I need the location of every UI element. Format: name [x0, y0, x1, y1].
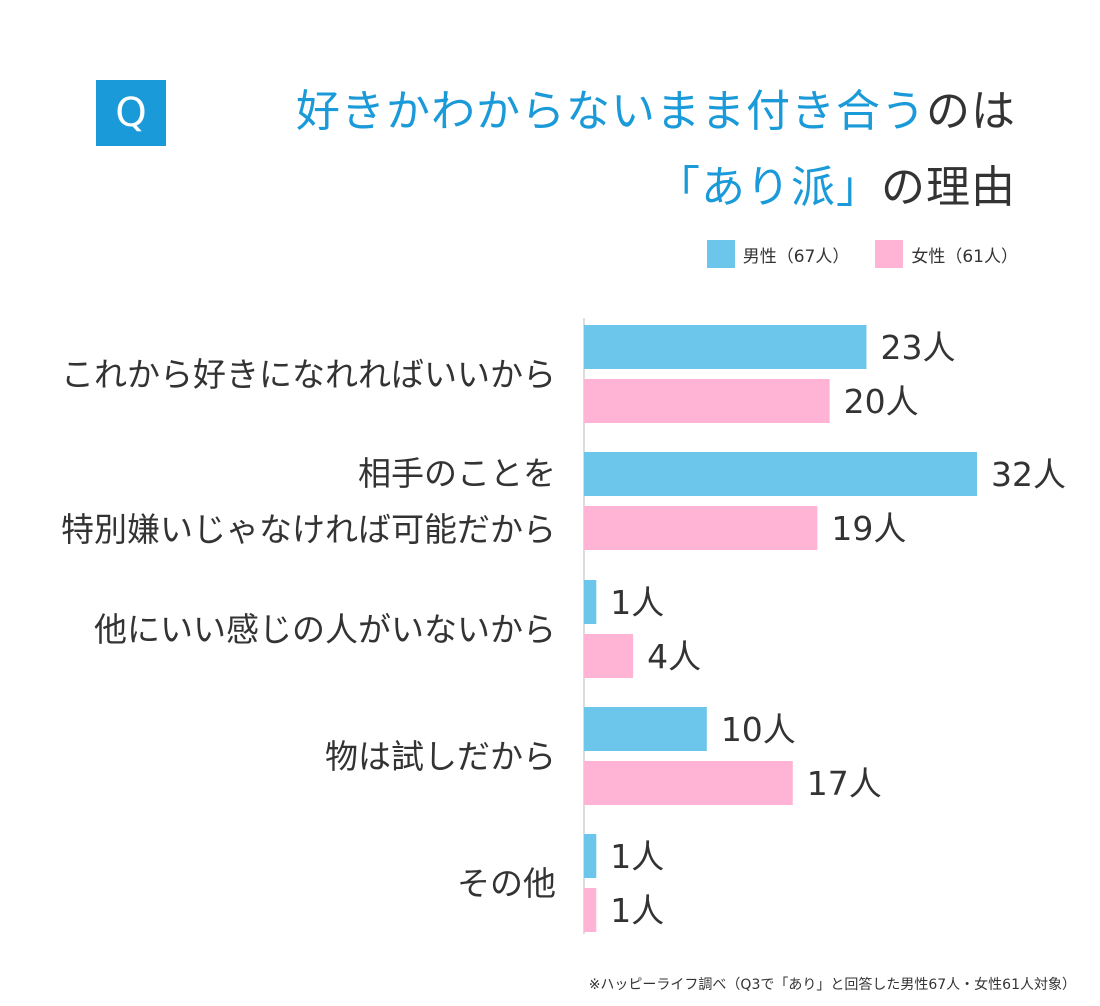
title-rest-2: の理由 [881, 162, 1016, 213]
data-label-male: 1人 [610, 583, 664, 622]
data-label-male: 32人 [991, 455, 1066, 494]
chart-title-line1: 好きかわからないまま付き合うのは [296, 84, 1016, 140]
category-label: これから好きになれればいいから [61, 355, 556, 394]
bar-male [584, 325, 867, 369]
category-label: 他にいい感じの人がいないから [94, 610, 556, 649]
legend: 男性（67人） 女性（61人） [706, 240, 1018, 268]
bar-female [584, 506, 818, 550]
data-label-female: 17人 [807, 764, 882, 803]
question-badge: Q [96, 80, 166, 146]
bar-male [584, 580, 597, 624]
data-label-male: 23人 [880, 328, 955, 367]
data-label-male: 1人 [610, 837, 664, 876]
title-rest-1: のは [926, 86, 1016, 137]
data-label-female: 1人 [610, 891, 664, 930]
category-label: 物は試しだから [325, 737, 556, 776]
bar-female [584, 761, 793, 805]
legend-label-male: 男性（67人） [742, 246, 850, 267]
category-label: 特別嫌いじゃなければ可能だから [61, 510, 556, 549]
bar-male [584, 452, 977, 496]
title-highlight-1: 好きかわからないまま付き合う [296, 86, 926, 137]
data-label-female: 20人 [844, 382, 919, 421]
category-label: 相手のことを [358, 454, 556, 493]
legend-label-female: 女性（61人） [911, 246, 1018, 267]
source-note: ※ハッピーライフ調べ（Q3で「あり」と回答した男性67人・女性61人対象） [588, 977, 1076, 993]
data-label-female: 4人 [647, 637, 701, 676]
data-label-male: 10人 [721, 710, 796, 749]
bar-male [584, 834, 597, 878]
bar-female [584, 888, 597, 932]
legend-swatch-female [875, 240, 904, 268]
chart-title-line2: 「あり派」の理由 [656, 160, 1016, 216]
bar-female [584, 634, 634, 678]
bar-female [584, 379, 830, 423]
legend-swatch-male [706, 240, 735, 268]
data-label-female: 19人 [831, 509, 906, 548]
title-highlight-2: 「あり派」 [656, 162, 881, 213]
category-label: その他 [457, 864, 556, 903]
bar-male [584, 707, 707, 751]
